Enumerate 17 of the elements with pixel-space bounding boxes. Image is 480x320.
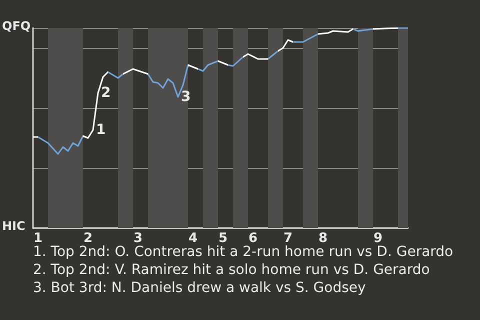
x-tick-label: 1: [33, 231, 43, 246]
x-tick-label: 3: [133, 231, 143, 246]
text: 2. Top 2nd: V. Ramirez hit a solo home run vs D. Gerardo: [33, 262, 430, 278]
x-tick-label: 6: [248, 231, 258, 246]
x-tick-label: 8: [318, 231, 328, 246]
text: 1. Top 2nd: O. Contreras hit a 2-run home run vs D. Gerardo: [33, 244, 454, 260]
text: QFQ: [2, 19, 31, 33]
x-tick-label: 5: [218, 231, 228, 246]
x-tick-label: 4: [188, 231, 198, 246]
x-tick-label: 2: [83, 231, 93, 246]
text: 3. Bot 3rd: N. Daniels drew a walk vs S. Godsey: [33, 280, 366, 296]
text: HIC: [2, 219, 26, 233]
x-tick-label: 9: [373, 231, 383, 246]
annotation: 1: [96, 122, 106, 138]
annotation: 2: [101, 85, 111, 101]
annotation: 3: [181, 89, 191, 105]
x-tick-label: 7: [283, 231, 293, 246]
